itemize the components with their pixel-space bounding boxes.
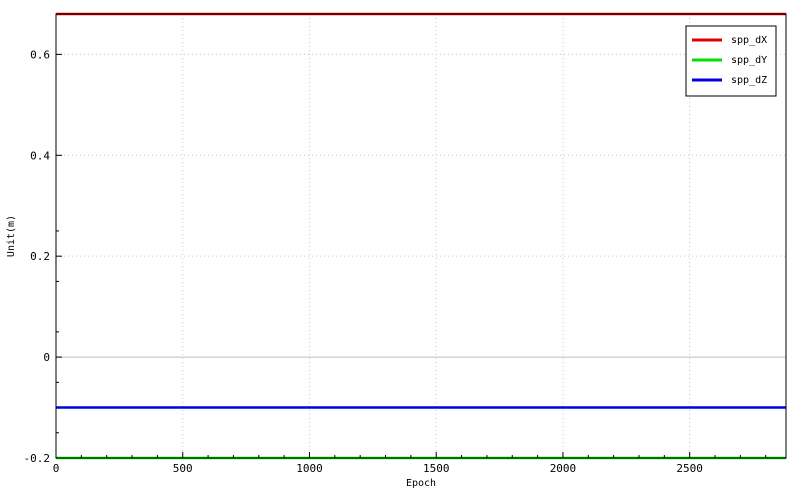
x-tick-label: 500: [173, 462, 193, 475]
x-tick-label: 2500: [676, 462, 703, 475]
y-tick-label: 0.2: [30, 250, 50, 263]
x-tick-label: 2000: [550, 462, 577, 475]
x-axis-title: Epoch: [406, 478, 436, 489]
y-tick-label: 0: [43, 351, 50, 364]
legend-label: spp_dY: [731, 55, 767, 66]
x-tick-label: 0: [53, 462, 60, 475]
plot-area-frame: [55, 13, 787, 459]
y-tick-label: 0.6: [30, 48, 50, 61]
grid-lines: [56, 14, 786, 458]
y-tick-label: 0.4: [30, 149, 50, 162]
x-tick-label: 1500: [423, 462, 450, 475]
legend-label: spp_dZ: [731, 75, 767, 86]
legend-label: spp_dX: [731, 35, 767, 46]
x-tick-label: 1000: [296, 462, 323, 475]
chart-legend: spp_dX spp_dY spp_dZ: [685, 25, 777, 97]
axis-ticks: 0 500 1000 1500 2000 2500-0.200.20.40.6: [24, 48, 767, 475]
y-axis-title: Unit(m): [6, 215, 17, 257]
y-tick-label: -0.2: [24, 452, 51, 465]
